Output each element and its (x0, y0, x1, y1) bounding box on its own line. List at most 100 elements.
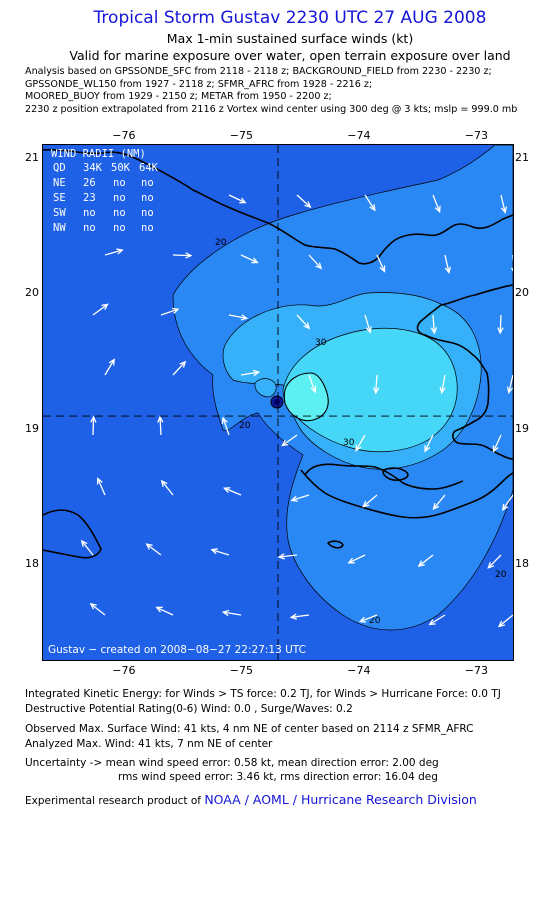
wind-vector-head (439, 386, 446, 395)
wind-vector-shaft (362, 494, 378, 508)
wind-vector-head (89, 602, 97, 610)
page-title: Tropical Storm Gustav 2230 UTC 27 AUG 20… (93, 8, 487, 28)
wind-vector-head (424, 445, 431, 453)
wind-radii-cell: NW (53, 222, 66, 234)
wind-vector-head (501, 503, 509, 512)
wind-vector-shaft (211, 549, 230, 556)
wind-vector-head (221, 609, 230, 617)
wind-radii-cell: no (113, 192, 126, 204)
longitude-tick-label: −76 (112, 129, 136, 142)
wind-radii-cell: no (141, 207, 154, 219)
analysis-line: Analysis based on GPSSONDE_SFC from 2118… (25, 66, 492, 77)
wind-radii-cell: SE (53, 192, 66, 204)
haiti-southern-peninsula (300, 469, 513, 519)
wind-vector-shaft (104, 249, 123, 256)
latitude-tick-label: 20 (25, 286, 39, 300)
creation-stamp: Gustav − created on 2008−08−27 22:27:13 … (48, 644, 306, 656)
uncertainty-line-2: rms wind speed error: 3.46 kt, rms direc… (118, 771, 438, 783)
validity-note: Valid for marine exposure over water, op… (69, 48, 511, 63)
wind-radii-cell: no (83, 222, 96, 234)
wind-vector-shaft (364, 194, 376, 211)
wind-vector-head (80, 539, 88, 547)
wind-vector-shaft (172, 254, 192, 257)
wind-vector-head (506, 386, 513, 394)
wind-vector-shaft (502, 494, 513, 511)
wind-vector-shaft (172, 361, 186, 376)
wind-vector-shaft (240, 254, 258, 264)
wind-vector-head (251, 257, 259, 264)
wind-vector-shaft (92, 416, 95, 436)
contour-label: 30 (343, 438, 355, 448)
wind-vector-shaft (228, 314, 247, 319)
wind-radii-cell: no (113, 207, 126, 219)
wind-vector-shaft (279, 554, 298, 558)
latitude-tick-label: 21 (515, 150, 529, 164)
wind-vector-head (155, 606, 163, 613)
observed-max-wind: Observed Max. Surface Wind: 41 kts, 4 nm… (25, 723, 474, 735)
wind-vector-shaft (432, 194, 441, 212)
wind-vector-shaft (487, 554, 502, 569)
longitude-tick-label: −76 (112, 664, 136, 677)
wind-radii-col: 50K (111, 162, 131, 174)
latitude-tick-label: 21 (25, 150, 39, 164)
wind-vector-head (432, 502, 440, 511)
wind-map: 20 30 30 20 20 20 WIND RADII (NM) QD 34K… (42, 144, 514, 661)
ike-line: Integrated Kinetic Energy: for Winds > T… (25, 688, 501, 700)
wind-vector-head (171, 307, 180, 314)
wind-vector-shaft (432, 314, 435, 333)
wind-vector-head (240, 314, 249, 321)
longitude-tick-label: −73 (464, 664, 488, 677)
wind-vector-shaft (240, 371, 259, 376)
wind-vector-shaft (291, 614, 310, 618)
latitude-tick-label: 18 (515, 557, 529, 571)
wind-vector-head (355, 444, 362, 452)
wind-radii-header: WIND RADII (NM) (51, 148, 146, 160)
wind-vector-shaft (355, 434, 366, 451)
wind-vector-shaft (281, 434, 298, 447)
credit-prefix: Experimental research product of (25, 795, 205, 807)
wind-vector-shaft (228, 194, 246, 204)
contour-fill-30kt-west (254, 378, 277, 398)
contour-label: 20 (369, 616, 381, 626)
wind-radii-cell: NE (53, 177, 66, 189)
contour-fill-40kt (283, 372, 329, 422)
wind-radii-col: QD (53, 162, 66, 174)
wind-vector-head (430, 327, 438, 335)
wind-vector-shaft (444, 254, 450, 273)
analysis-line: GPSSONDE_WL150 from 1927 - 2118 z; SFMR_… (25, 78, 373, 90)
wind-vector-shaft (222, 417, 230, 436)
wind-radii-cell: no (113, 222, 126, 234)
wind-radii-col: 64K (139, 162, 159, 174)
wind-vector-head (510, 267, 513, 272)
wind-vector-head (365, 326, 372, 334)
hrd-link[interactable]: NOAA / AOML / Hurricane Research Divisio… (204, 792, 477, 807)
wind-vector-shaft (424, 434, 434, 452)
vortex-eye (274, 399, 280, 405)
contour-fill-35kt (282, 327, 458, 453)
wind-vector-shaft (360, 614, 378, 623)
uncertainty-line-1: Uncertainty -> mean wind speed error: 0.… (25, 757, 439, 769)
wind-vector-head (96, 477, 103, 485)
wind-vector-head (379, 265, 386, 273)
wind-vector-shaft (92, 303, 108, 316)
longitude-tick-label: −74 (347, 129, 371, 142)
wind-vector-shaft (418, 554, 434, 567)
credit-line: Experimental research product of NOAA / … (25, 792, 477, 807)
land-outlines (43, 148, 513, 559)
wind-vector-head (310, 385, 317, 394)
wind-vector-shaft (308, 254, 322, 269)
wind-vector-head (90, 415, 97, 423)
wind-vector-head (290, 495, 298, 502)
wind-vector-head (362, 500, 370, 508)
dpr-line: Destructive Potential Rating(0-6) Wind: … (25, 703, 353, 715)
gonave-island (382, 467, 409, 481)
analyzed-max-wind: Analyzed Max. Wind: 41 kts, 7 nm NE of c… (25, 738, 273, 750)
wind-vector-head (289, 613, 298, 620)
analysis-line: MOORED_BUOY from 1929 - 2150 z; METAR fr… (25, 91, 332, 103)
wind-radii-cell: 26 (83, 177, 96, 189)
wind-vector-shaft (161, 480, 174, 496)
wind-vector-head (428, 619, 436, 626)
haiti-south-coast (304, 463, 464, 490)
wind-vector-head (277, 553, 285, 560)
wind-vector-head (221, 416, 228, 425)
